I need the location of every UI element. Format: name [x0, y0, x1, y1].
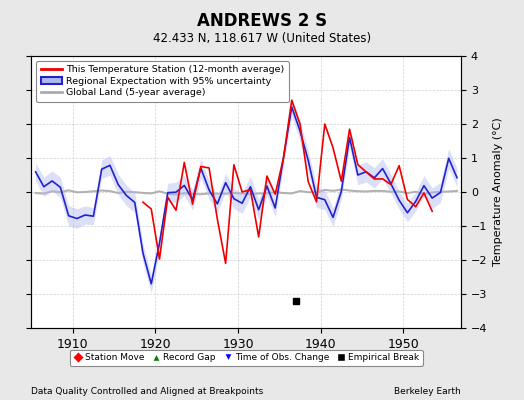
Text: ANDREWS 2 S: ANDREWS 2 S — [197, 12, 327, 30]
Y-axis label: Temperature Anomaly (°C): Temperature Anomaly (°C) — [493, 118, 503, 266]
Text: 42.433 N, 118.617 W (United States): 42.433 N, 118.617 W (United States) — [153, 32, 371, 45]
Text: Berkeley Earth: Berkeley Earth — [395, 387, 461, 396]
Legend: Station Move, Record Gap, Time of Obs. Change, Empirical Break: Station Move, Record Gap, Time of Obs. C… — [70, 350, 423, 366]
Text: Data Quality Controlled and Aligned at Breakpoints: Data Quality Controlled and Aligned at B… — [31, 387, 264, 396]
Legend: This Temperature Station (12-month average), Regional Expectation with 95% uncer: This Temperature Station (12-month avera… — [36, 61, 289, 102]
